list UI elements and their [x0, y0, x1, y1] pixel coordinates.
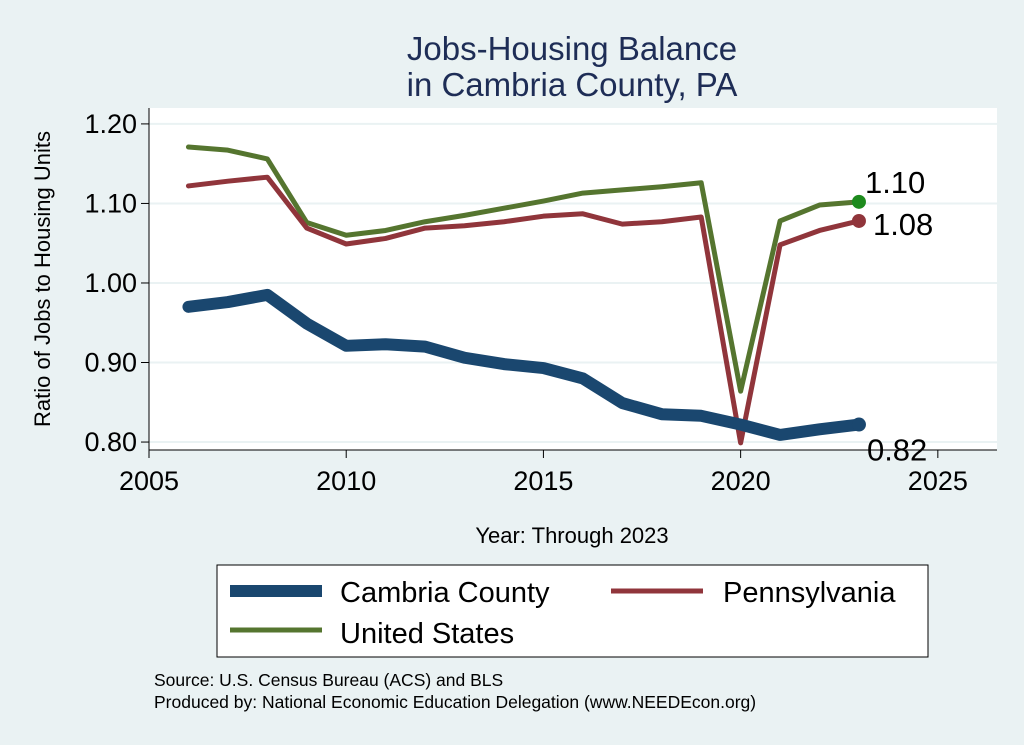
chart-title-line-1: Jobs-Housing Balance — [407, 30, 737, 67]
legend-label-pennsylvania: Pennsylvania — [723, 577, 896, 609]
end-labels: 0.82 1.08 1.10 — [851, 165, 933, 468]
series-line-cambria-county — [182, 288, 865, 441]
x-tick-label: 2015 — [513, 466, 573, 496]
y-tick-label: 0.90 — [84, 348, 137, 378]
plot-area — [149, 108, 997, 450]
end-marker-cambria-county — [851, 417, 866, 432]
series-lines — [182, 144, 865, 446]
end-label-cambria-county: 0.82 — [867, 433, 927, 468]
x-tick-label: 2005 — [119, 466, 179, 496]
chart-title-line-2: in Cambria County, PA — [407, 66, 738, 103]
y-tick-label: 0.80 — [84, 427, 137, 457]
source-note: Source: U.S. Census Bureau (ACS) and BLS — [154, 670, 503, 690]
axes: 0.80 0.90 1.00 1.10 1.20 2005 2010 2015 2020 2025 — [84, 108, 997, 496]
end-label-united-states: 1.10 — [865, 165, 925, 200]
legend-label-united-states: United States — [340, 618, 514, 650]
legend-label-cambria: Cambria County — [340, 577, 550, 609]
y-tick-label: 1.20 — [84, 109, 137, 139]
y-tick-label: 1.10 — [84, 188, 137, 218]
end-marker-pennsylvania — [851, 213, 866, 228]
y-tick-label: 1.00 — [84, 268, 137, 298]
series-line-united-states — [185, 144, 862, 394]
end-label-pennsylvania: 1.08 — [873, 207, 933, 242]
legend-box — [216, 564, 929, 658]
series-line-pennsylvania — [185, 174, 862, 446]
legend: Cambria County Pennsylvania United State… — [216, 564, 929, 658]
y-axis-label: Ratio of Jobs to Housing Units — [30, 131, 55, 427]
end-marker-united-states — [851, 194, 866, 209]
x-tick-label: 2010 — [316, 466, 376, 496]
producer-note: Produced by: National Economic Education… — [154, 692, 756, 712]
x-axis-label: Year: Through 2023 — [475, 523, 668, 548]
x-tick-label: 2025 — [908, 466, 968, 496]
x-tick-label: 2020 — [711, 466, 771, 496]
